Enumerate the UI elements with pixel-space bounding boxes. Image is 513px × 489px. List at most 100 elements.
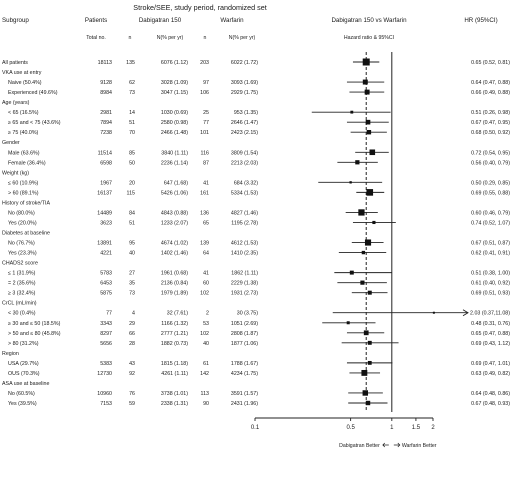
hr-ci-cell: 0.69 (0.51, 0.93): [471, 291, 510, 297]
hr-ci-cell: 0.56 (0.40, 0.79): [471, 160, 510, 166]
subgroup-header: Region: [2, 351, 19, 357]
dabigatran-rate-cell: 5426 (1.06): [161, 190, 188, 196]
hr-point: [365, 119, 371, 125]
hr-ci-cell: 0.65 (0.52, 0.81): [471, 60, 510, 66]
warfarin-rate-cell: 2213 (2.03): [231, 160, 258, 166]
warfarin-rate-cell: 2431 (1.96): [231, 401, 258, 407]
row-label: < 65 (16.5%): [8, 110, 39, 116]
dabigatran-rate-cell: 1979 (1.89): [161, 291, 188, 297]
dabigatran-n-cell: 73: [129, 291, 135, 297]
row-label: Experienced (49.6%): [8, 90, 58, 96]
hr-point: [369, 149, 376, 156]
header-dabigatran-n: n: [129, 35, 132, 41]
row-label: Naive (50.4%): [8, 80, 42, 86]
warfarin-better-label: Warfarin Better: [402, 443, 437, 449]
hr-ci-cell: 0.61 (0.40, 0.92): [471, 281, 510, 287]
warfarin-rate-cell: 2646 (1.47): [231, 120, 258, 126]
dabigatran-n-cell: 70: [129, 130, 135, 136]
warfarin-n-cell: 41: [203, 180, 209, 186]
table-row: Female (36.4%) 6598 50 2236 (1.14) 87 2213 (2…: [8, 160, 510, 166]
table-row: OUS (70.3%) 12730 92 4261 (1.11) 142 4234 (1.…: [8, 371, 510, 377]
warfarin-rate-cell: 4234 (1.75): [231, 371, 258, 377]
table-row: No (60.5%) 10960 76 3738 (1.01) 113 3591 (1.5…: [8, 391, 510, 397]
hr-point: [361, 250, 366, 255]
dabigatran-n-cell: 29: [129, 321, 135, 327]
subgroup-header: Age (years): [2, 100, 30, 106]
dabigatran-n-cell: 27: [129, 271, 135, 277]
right-direction-arrow: [393, 442, 401, 448]
hr-ci-cell: 0.62 (0.41, 0.91): [471, 251, 510, 257]
dabigatran-rate-cell: 3738 (1.01): [161, 391, 188, 397]
hr-point: [350, 110, 354, 114]
row-label: No (80.0%): [8, 210, 35, 216]
table-rows: All patients 18113 135 6076 (1.12) 203 6022 (…: [2, 60, 510, 407]
warfarin-n-cell: 87: [203, 160, 209, 166]
hr-ci-cell: 0.72 (0.54, 0.95): [471, 150, 510, 156]
subgroup-header: Gender: [2, 140, 20, 146]
table-row: All patients 18113 135 6076 (1.12) 203 6022 (…: [2, 60, 510, 66]
warfarin-n-cell: 136: [200, 210, 209, 216]
patients-cell: 10960: [97, 391, 112, 397]
dabigatran-rate-cell: 32 (7.61): [167, 311, 188, 317]
warfarin-rate-cell: 6022 (1.72): [231, 60, 258, 66]
hr-ci-cell: 0.66 (0.49, 0.88): [471, 90, 510, 96]
header-warfarin: Warfarin: [220, 17, 244, 24]
dabigatran-rate-cell: 6076 (1.12): [161, 60, 188, 66]
warfarin-rate-cell: 3093 (1.69): [231, 80, 258, 86]
dabigatran-n-cell: 85: [129, 150, 135, 156]
dabigatran-n-cell: 73: [129, 90, 135, 96]
table-row: No (76.7%) 13891 95 4674 (1.02) 139 4612 (1.5…: [8, 241, 510, 247]
warfarin-rate-cell: 684 (3.32): [234, 180, 258, 186]
table-row: < 30 (0.4%) 77 4 32 (7.61) 2 30 (3.75) 2.03 (0…: [8, 311, 510, 317]
patients-cell: 9128: [100, 80, 112, 86]
dabigatran-rate-cell: 3047 (1.15): [161, 90, 188, 96]
dabigatran-rate-cell: 1030 (0.69): [161, 110, 188, 116]
subgroup-header: CrCL (mL/min): [2, 301, 37, 307]
warfarin-n-cell: 97: [203, 80, 209, 86]
warfarin-n-cell: 161: [200, 190, 209, 196]
subgroup-header: CHADS2 score: [2, 261, 38, 267]
table-row: Male (63.6%) 11514 85 3840 (1.11) 116 3809 (1…: [8, 150, 510, 156]
hr-ci-cell: 2.03 (0.37,11.08): [470, 311, 510, 317]
hr-ci-cell: 0.69 (0.55, 0.88): [471, 190, 510, 196]
warfarin-n-cell: 60: [203, 281, 209, 287]
dabigatran-n-cell: 76: [129, 391, 135, 397]
hr-point: [432, 311, 435, 314]
hr-ci-cell: 0.69 (0.43, 1.12): [471, 341, 510, 347]
hr-ci-cell: 0.60 (0.46, 0.79): [471, 210, 510, 216]
subgroup-header: Diabetes at baseline: [2, 231, 50, 237]
warfarin-n-cell: 53: [203, 321, 209, 327]
warfarin-n-cell: 2: [206, 311, 209, 317]
hr-ci-cell: 0.69 (0.47, 1.01): [471, 361, 510, 367]
warfarin-n-cell: 77: [203, 120, 209, 126]
header-subgroup: Subgroup: [2, 17, 29, 24]
row-label: USA (29.7%): [8, 361, 39, 367]
row-label: ≤ 1 (31.9%): [8, 271, 36, 277]
dabigatran-rate-cell: 1233 (2.07): [161, 220, 188, 226]
subgroup-header: VKA use at entry: [2, 70, 42, 76]
warfarin-n-cell: 41: [203, 271, 209, 277]
warfarin-n-cell: 106: [200, 90, 209, 96]
hr-point: [363, 330, 369, 336]
row-label: ≥ 65 and < 75 (43.6%): [8, 120, 61, 126]
warfarin-rate-cell: 3809 (1.54): [231, 150, 258, 156]
warfarin-n-cell: 102: [200, 291, 209, 297]
table-row: > 60 (89.1%) 16137 115 5426 (1.06) 161 5334 (…: [8, 190, 510, 196]
chart-title: Stroke/SEE, study period, randomized set: [133, 3, 266, 12]
table-row: ≥ 3 (32.4%) 5875 73 1979 (1.89) 102 1931 (2.7…: [8, 291, 510, 297]
row-label: Yes (23.3%): [8, 251, 37, 257]
hr-ci-cell: 0.64 (0.48, 0.86): [471, 391, 510, 397]
subgroup-title: CHADS2 score: [2, 261, 38, 267]
warfarin-rate-cell: 953 (1.35): [234, 110, 258, 116]
dabigatran-rate-cell: 4674 (1.02): [161, 241, 188, 247]
table-row: ≥ 30 and ≤ 50 (18.5%) 3343 29 1166 (1.32) 53…: [8, 321, 510, 327]
dabigatran-rate-cell: 1882 (0.73): [161, 341, 188, 347]
hr-ci-cell: 0.48 (0.31, 0.76): [471, 321, 510, 327]
subgroup-header: ASA use at baseline: [2, 381, 49, 387]
patients-cell: 7153: [100, 401, 112, 407]
patients-cell: 8297: [100, 331, 112, 337]
subgroup-header: Weight (kg): [2, 170, 29, 176]
hr-ci-cell: 0.50 (0.29, 0.85): [471, 180, 510, 186]
row-label: OUS (70.3%): [8, 371, 40, 377]
warfarin-rate-cell: 3591 (1.57): [231, 391, 258, 397]
